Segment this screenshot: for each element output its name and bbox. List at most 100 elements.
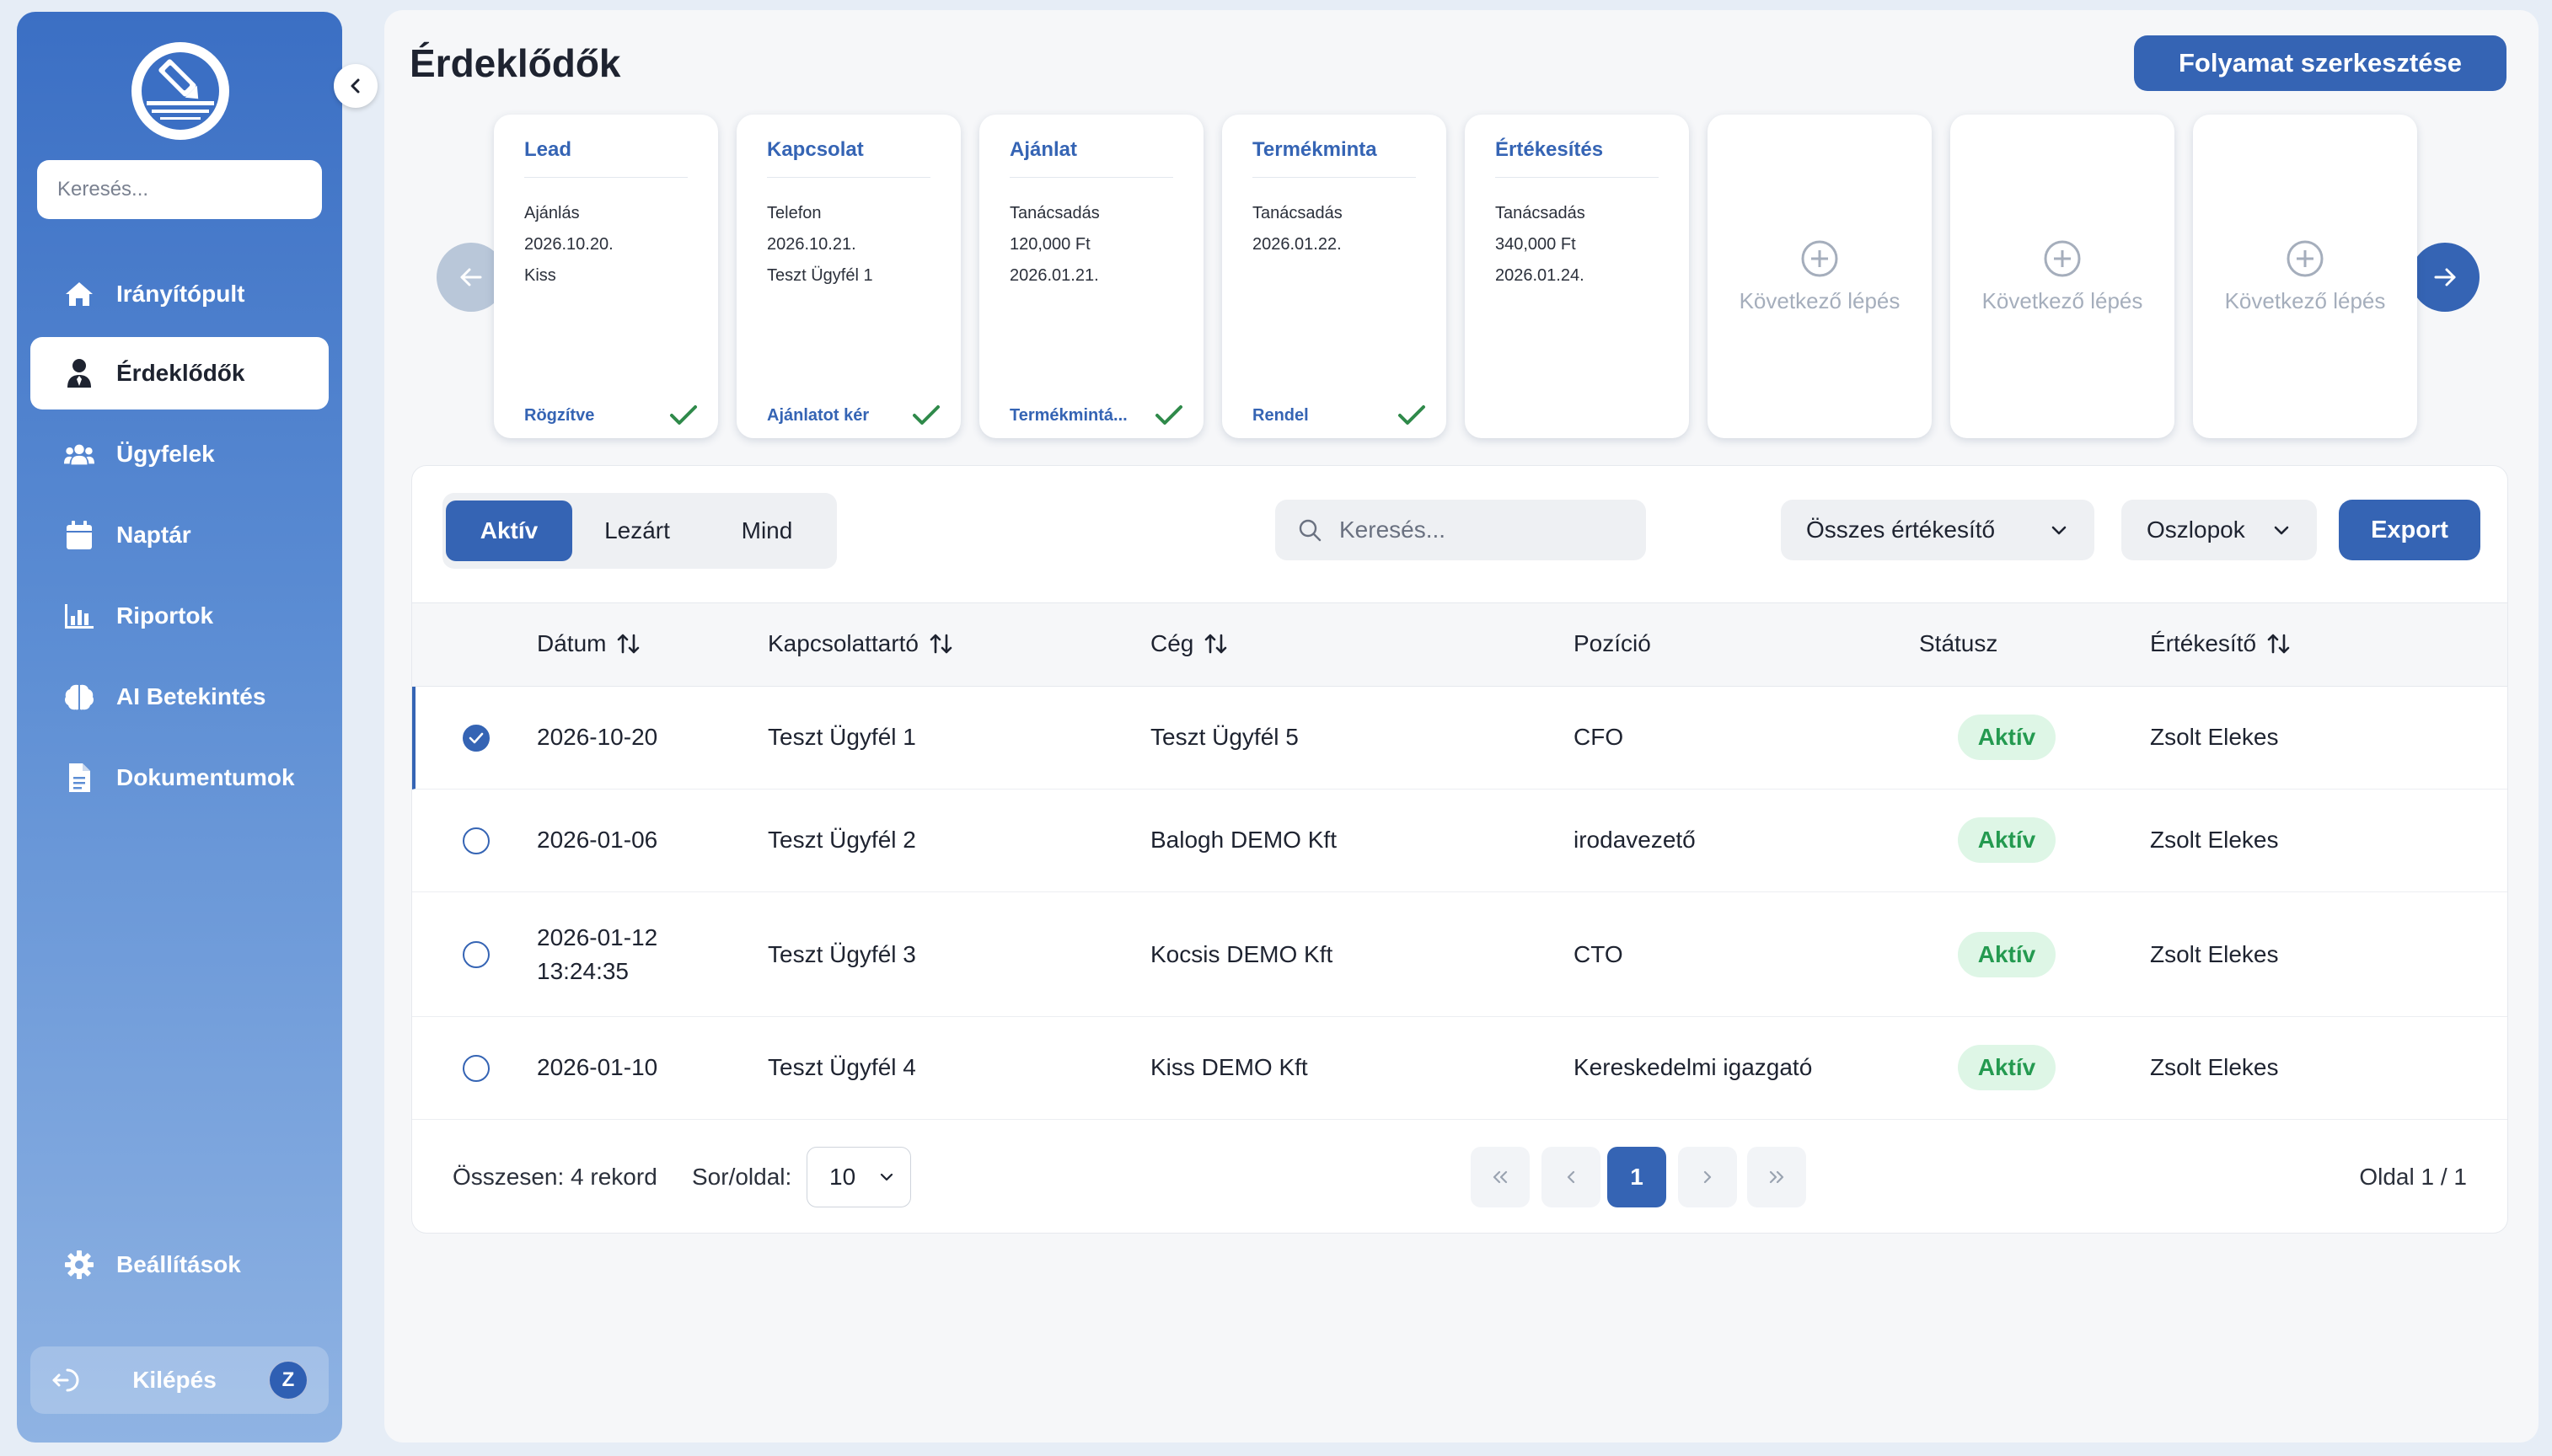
salesperson-filter-dropdown[interactable]: Összes értékesítő bbox=[1781, 500, 2094, 560]
rows-per-page-value: 10 bbox=[829, 1164, 856, 1190]
pipeline-next-button[interactable] bbox=[2410, 243, 2480, 312]
cell-position: CFO bbox=[1574, 724, 1624, 750]
logout-button[interactable]: Kilépés Z bbox=[30, 1346, 329, 1414]
sidebar-search-input[interactable] bbox=[57, 178, 319, 201]
nav-label: Dokumentumok bbox=[116, 764, 295, 790]
cell-contact[interactable]: Teszt Ügyfél 2 bbox=[768, 827, 916, 853]
main-content: Érdeklődők Folyamat szerkesztése Lead Aj… bbox=[384, 10, 2539, 1443]
first-page-button[interactable] bbox=[1471, 1147, 1530, 1207]
column-header-salesperson[interactable]: Értékesítő bbox=[2150, 630, 2292, 657]
pipeline-next-step-placeholder[interactable]: Következő lépés bbox=[1950, 115, 2174, 438]
arrow-left-icon bbox=[460, 268, 482, 286]
columns-dropdown[interactable]: Oszlopok bbox=[2121, 500, 2317, 560]
tab-all[interactable]: Mind bbox=[741, 517, 793, 543]
check-icon bbox=[913, 405, 940, 425]
column-header-status: Státusz bbox=[1919, 630, 1998, 656]
row-select-radio[interactable] bbox=[463, 827, 490, 854]
row-select-radio[interactable] bbox=[463, 1055, 490, 1082]
sort-icon bbox=[1205, 634, 1227, 654]
last-page-button[interactable] bbox=[1747, 1147, 1806, 1207]
step-detail: 2026.10.20. bbox=[524, 235, 614, 254]
table-row[interactable]: 2026-01-12 13:24:35 Teszt Ügyfél 3 Kocsi… bbox=[412, 892, 2507, 1017]
pipeline-step-sample[interactable]: Termékminta Tanácsadás 2026.01.22. Rende… bbox=[1222, 115, 1446, 438]
nav-label: Érdeklődők bbox=[116, 360, 245, 386]
nav-item-calendar[interactable]: Naptár bbox=[30, 499, 329, 571]
cell-date: 2026-10-20 bbox=[537, 724, 658, 750]
export-button[interactable]: Export bbox=[2339, 500, 2480, 560]
step-title: Ajánlat bbox=[1010, 138, 1078, 161]
cell-company[interactable]: Kocsis DEMO Kft bbox=[1150, 941, 1333, 967]
nav-item-clients[interactable]: Ügyfelek bbox=[30, 418, 329, 490]
calendar-icon bbox=[64, 520, 94, 550]
column-header-contact[interactable]: Kapcsolattartó bbox=[768, 630, 954, 657]
table-header: Dátum Kapcsolattartó Cég Pozíció Státusz… bbox=[412, 602, 2507, 687]
logout-icon bbox=[52, 1368, 79, 1392]
edit-flow-button[interactable]: Folyamat szerkesztése bbox=[2134, 35, 2506, 91]
chevrons-right-icon bbox=[1769, 1170, 1784, 1184]
chevron-left-icon bbox=[351, 78, 360, 94]
nav-item-ai-insights[interactable]: AI Betekintés bbox=[30, 661, 329, 733]
avatar[interactable]: Z bbox=[268, 1360, 308, 1400]
table-search-input[interactable] bbox=[1339, 517, 1626, 543]
table-row[interactable]: 2026-01-06 Teszt Ügyfél 2 Balogh DEMO Kf… bbox=[412, 790, 2507, 892]
column-header-position: Pozíció bbox=[1574, 630, 1651, 656]
row-select-radio[interactable] bbox=[463, 725, 490, 752]
sidebar: Irányítópult Érdeklődők Ügyfelek Naptár … bbox=[17, 12, 378, 1443]
check-icon bbox=[1398, 405, 1425, 425]
status-badge: Aktív bbox=[1958, 715, 2056, 760]
gear-icon bbox=[64, 1250, 94, 1280]
previous-page-button[interactable] bbox=[1541, 1147, 1600, 1207]
cell-time: 13:24:35 bbox=[537, 958, 629, 984]
app-logo[interactable] bbox=[128, 39, 233, 143]
table-row[interactable]: 2026-01-10 Teszt Ügyfél 4 Kiss DEMO Kft … bbox=[412, 1017, 2507, 1120]
nav-item-reports[interactable]: Riportok bbox=[30, 580, 329, 652]
chart-bar-icon bbox=[64, 601, 94, 631]
cell-company[interactable]: Teszt Ügyfél 5 bbox=[1150, 724, 1299, 750]
column-header-date[interactable]: Dátum bbox=[537, 630, 641, 657]
sort-icon bbox=[2267, 634, 2290, 654]
check-icon bbox=[1155, 405, 1182, 425]
step-detail: Tanácsadás bbox=[1252, 204, 1343, 222]
step-title: Értékesítés bbox=[1495, 138, 1604, 161]
step-title: Termékminta bbox=[1252, 138, 1377, 161]
step-status: Rendel bbox=[1252, 405, 1309, 425]
pipeline-next-step-placeholder[interactable]: Következő lépés bbox=[1708, 115, 1932, 438]
tab-closed[interactable]: Lezárt bbox=[604, 517, 670, 543]
rows-per-page-select[interactable]: 10 bbox=[807, 1147, 911, 1207]
tab-active[interactable]: Aktív bbox=[446, 500, 572, 561]
total-records: Összesen: 4 rekord bbox=[453, 1164, 657, 1190]
pipeline-next-step-placeholder[interactable]: Következő lépés bbox=[2193, 115, 2417, 438]
nav-item-documents[interactable]: Dokumentumok bbox=[30, 741, 329, 814]
collapse-sidebar-button[interactable] bbox=[334, 64, 378, 108]
table-row[interactable]: 2026-10-20 Teszt Ügyfél 1 Teszt Ügyfél 5… bbox=[412, 687, 2507, 790]
step-divider bbox=[1252, 177, 1416, 178]
row-select-radio[interactable] bbox=[463, 941, 490, 968]
page-button-current[interactable]: 1 bbox=[1607, 1147, 1666, 1207]
step-detail: Tanácsadás bbox=[1495, 204, 1585, 222]
sidebar-search[interactable] bbox=[37, 160, 322, 219]
plus-circle-icon bbox=[1801, 240, 1838, 276]
cell-contact[interactable]: Teszt Ügyfél 4 bbox=[768, 1054, 916, 1080]
nav-item-leads[interactable]: Érdeklődők bbox=[30, 337, 329, 410]
table-search[interactable] bbox=[1275, 500, 1646, 560]
pipeline-step-lead[interactable]: Lead Ajánlás 2026.10.20. Kiss Rögzítve bbox=[494, 115, 718, 438]
step-divider bbox=[767, 177, 930, 178]
cell-contact[interactable]: Teszt Ügyfél 1 bbox=[768, 724, 916, 750]
pipeline-step-sale[interactable]: Értékesítés Tanácsadás 340,000 Ft 2026.0… bbox=[1465, 115, 1689, 438]
pipeline-step-offer[interactable]: Ajánlat Tanácsadás 120,000 Ft 2026.01.21… bbox=[979, 115, 1204, 438]
placeholder-label: Következő lépés bbox=[2224, 287, 2386, 313]
column-header-company[interactable]: Cég bbox=[1150, 630, 1229, 657]
cell-company[interactable]: Balogh DEMO Kft bbox=[1150, 827, 1337, 853]
cell-contact[interactable]: Teszt Ügyfél 3 bbox=[768, 941, 916, 967]
step-divider bbox=[1010, 177, 1173, 178]
pipeline-step-contact[interactable]: Kapcsolat Telefon 2026.10.21. Teszt Ügyf… bbox=[737, 115, 961, 438]
nav-item-settings[interactable]: Beállítások bbox=[30, 1228, 329, 1301]
sort-icon bbox=[930, 634, 952, 654]
home-icon bbox=[64, 279, 94, 309]
nav-item-dashboard[interactable]: Irányítópult bbox=[30, 258, 329, 330]
next-page-button[interactable] bbox=[1678, 1147, 1737, 1207]
step-detail: Telefon bbox=[767, 204, 822, 222]
step-detail: 2026.01.21. bbox=[1010, 266, 1099, 285]
step-status: Termékmintá... bbox=[1010, 405, 1128, 425]
cell-company[interactable]: Kiss DEMO Kft bbox=[1150, 1054, 1308, 1080]
